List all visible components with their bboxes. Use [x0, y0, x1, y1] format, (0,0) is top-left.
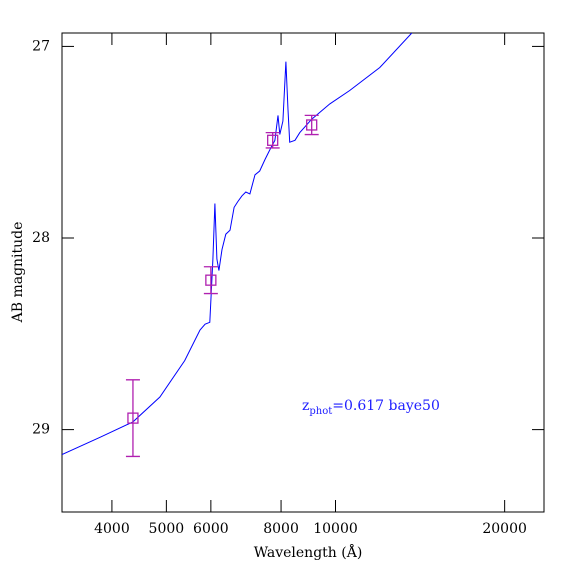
annotation-text: z — [302, 398, 309, 414]
annotation: zphot=0.617 baye50 — [302, 398, 440, 417]
photometry-point — [127, 412, 139, 424]
y-axis-label: AB magnitude — [10, 222, 26, 324]
annotation-rest: =0.617 baye50 — [332, 398, 440, 414]
x-tick-label: 5000 — [149, 521, 185, 537]
x-tick-label: 6000 — [193, 521, 229, 537]
photometry-point — [267, 134, 279, 146]
y-tick-label: 29 — [32, 422, 50, 438]
x-axis-label: Wavelength (Å) — [254, 543, 363, 561]
x-tick-label: 20000 — [482, 521, 527, 537]
error-bar — [125, 379, 140, 458]
x-tick-label: 4000 — [94, 521, 130, 537]
annotation-subscript: phot — [309, 406, 332, 417]
frame — [61, 32, 545, 513]
photometry-point — [205, 274, 217, 286]
template-line — [62, 33, 413, 455]
y-tick-label: 27 — [32, 38, 50, 54]
photometry-point — [306, 119, 318, 131]
y-tick-label: 28 — [32, 230, 50, 246]
error-bar — [203, 266, 218, 295]
error-bar — [304, 114, 319, 136]
x-tick-label: 10000 — [313, 521, 358, 537]
x-tick-label: 8000 — [263, 521, 299, 537]
